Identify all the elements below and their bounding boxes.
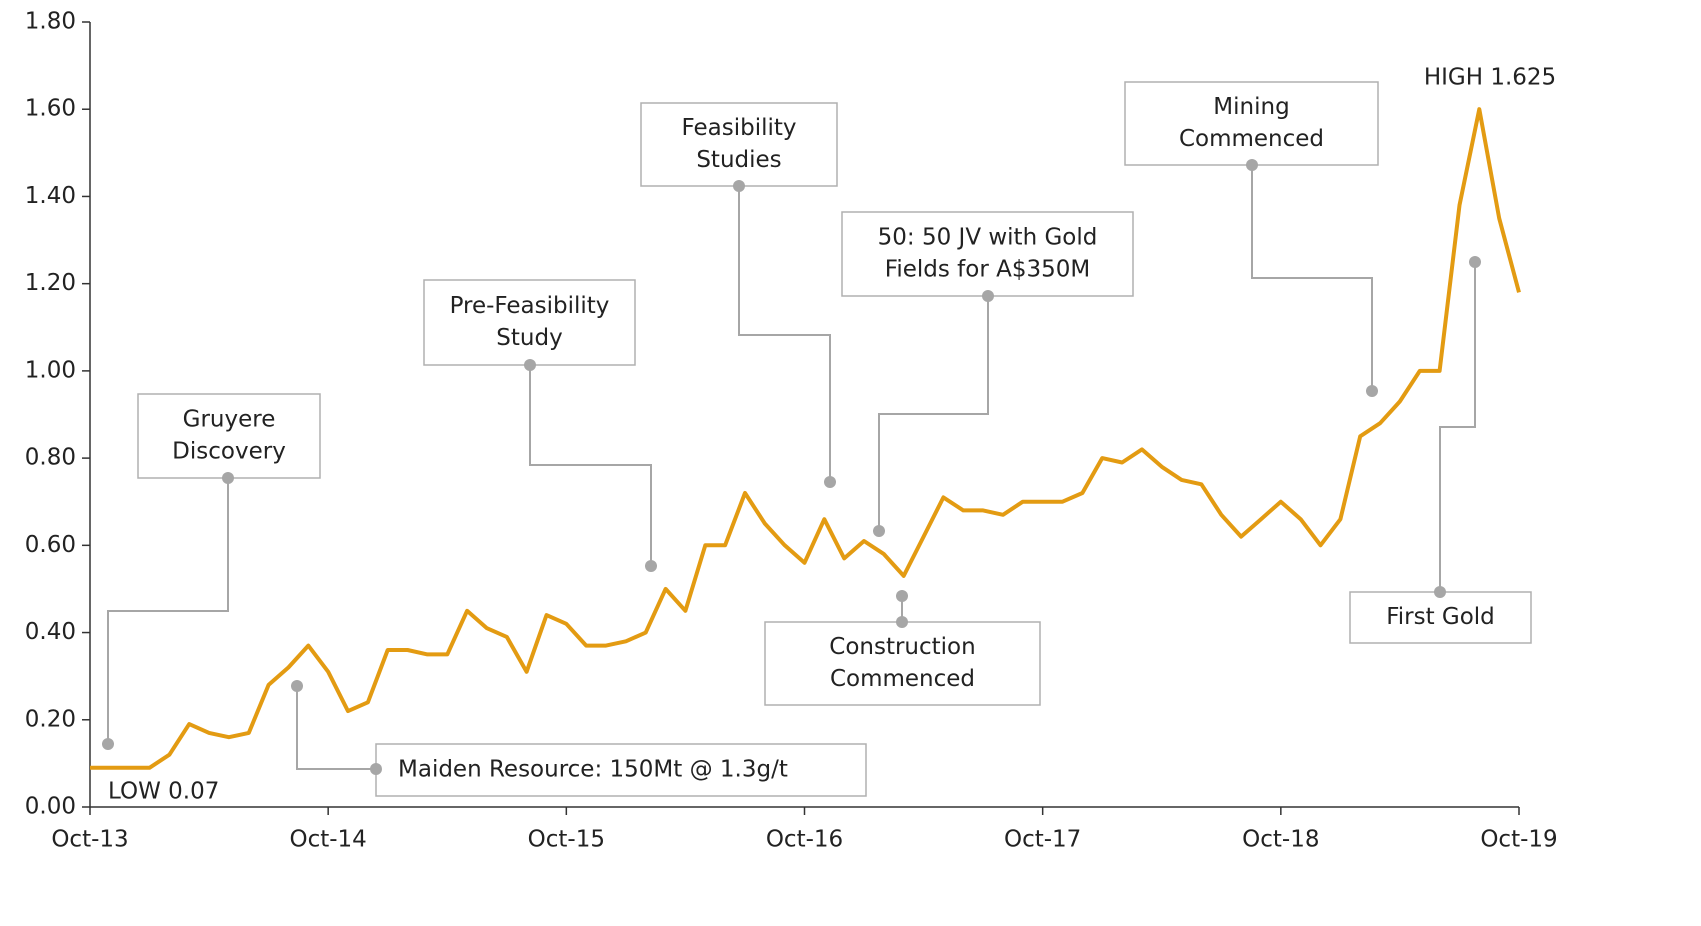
annotation-text: Maiden Resource: 150Mt @ 1.3g/t — [398, 757, 788, 783]
annotation-text: Feasibility — [682, 115, 797, 141]
annotation-text: Pre-Feasibility — [450, 293, 610, 319]
y-tick-label: 1.60 — [25, 96, 76, 122]
leader-line — [529, 365, 652, 566]
annotation-text: Commenced — [1179, 126, 1324, 152]
annotation-dot — [982, 290, 994, 302]
annotation-text: Mining — [1213, 94, 1289, 120]
annotation-box — [640, 102, 838, 187]
annotation-text: Studies — [696, 147, 781, 173]
annotation-dot — [291, 680, 303, 692]
y-tick-label: 0.80 — [25, 445, 76, 471]
annotation-dot — [896, 616, 908, 628]
leader-line — [1251, 165, 1373, 391]
annotation-dot — [1434, 586, 1446, 598]
y-tick-label: 1.00 — [25, 357, 76, 383]
annotation-text: Study — [496, 325, 562, 351]
x-tick-label: Oct-15 — [528, 827, 605, 853]
annotation-box — [375, 743, 867, 797]
x-tick-label: Oct-14 — [289, 827, 366, 853]
annotation-dot — [524, 359, 536, 371]
x-tick-label: Oct-19 — [1480, 827, 1557, 853]
annotation-dot — [1366, 385, 1378, 397]
x-tick-label: Oct-18 — [1242, 827, 1319, 853]
annotation-box — [423, 279, 636, 366]
y-tick-label: 1.80 — [25, 9, 76, 35]
annotation-dot — [370, 763, 382, 775]
annotation-box — [841, 211, 1134, 297]
price-line — [90, 107, 1521, 770]
x-tick-label: Oct-16 — [766, 827, 843, 853]
y-tick-label: 1.20 — [25, 270, 76, 296]
annotation-box — [1124, 81, 1379, 166]
annotation-dot — [102, 738, 114, 750]
annotation-dot — [733, 180, 745, 192]
annotation-dot — [896, 590, 908, 602]
annotation-text: Fields for A$350M — [885, 257, 1090, 283]
y-tick-label: 0.60 — [25, 532, 76, 558]
leader-line — [878, 296, 989, 531]
annotation-text: LOW 0.07 — [108, 779, 219, 805]
leader-line — [738, 186, 831, 482]
x-tick-label: Oct-17 — [1004, 827, 1081, 853]
x-tick-label: Oct-13 — [51, 827, 128, 853]
annotation-dot — [222, 472, 234, 484]
leader-line — [296, 686, 376, 770]
annotation-text: HIGH 1.625 — [1424, 65, 1556, 91]
y-tick-label: 0.00 — [25, 794, 76, 820]
annotation-dot — [824, 476, 836, 488]
annotation-box — [137, 393, 321, 479]
y-tick-label: 0.20 — [25, 706, 76, 732]
annotation-text: 50: 50 JV with Gold — [878, 225, 1098, 251]
annotation-dot — [1469, 256, 1481, 268]
annotation-text: Commenced — [830, 666, 975, 692]
leader-line — [1439, 262, 1476, 592]
leader-line — [107, 478, 229, 744]
annotation-dot — [1246, 159, 1258, 171]
annotation-text: Discovery — [172, 439, 286, 465]
annotation-box — [764, 621, 1041, 706]
annotation-text: First Gold — [1386, 604, 1495, 630]
y-tick-label: 1.40 — [25, 183, 76, 209]
annotation-text: Gruyere — [183, 407, 276, 433]
y-tick-label: 0.40 — [25, 619, 76, 645]
annotation-dot — [645, 560, 657, 572]
annotation-text: Construction — [829, 634, 975, 660]
annotation-dot — [873, 525, 885, 537]
